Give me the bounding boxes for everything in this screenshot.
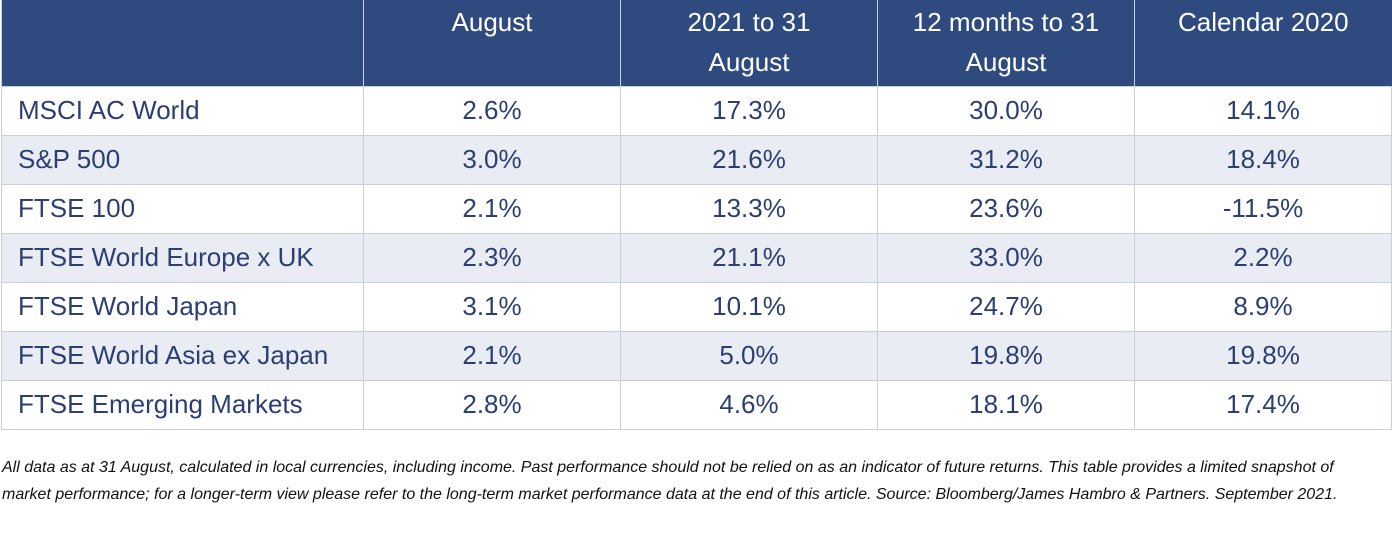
- table-row: FTSE World Asia ex Japan 2.1% 5.0% 19.8% 19.…: [1, 330, 1392, 381]
- table-cell: 19.8%: [1134, 330, 1392, 381]
- row-label: FTSE World Japan: [1, 281, 364, 332]
- table-cell: 2.1%: [363, 330, 621, 381]
- column-header: August: [363, 0, 621, 86]
- table-cell: 2.3%: [363, 232, 621, 283]
- row-label: S&P 500: [1, 134, 364, 185]
- table-row: FTSE Emerging Markets 2.8% 4.6% 18.1% 17.4%: [1, 379, 1392, 430]
- table-cell: 24.7%: [877, 281, 1135, 332]
- table-cell: 2.6%: [363, 85, 621, 136]
- table-cell: 21.1%: [620, 232, 878, 283]
- performance-table: August 2021 to 31 August 12 months to 31 A…: [1, 0, 1392, 430]
- table-cell: 2.8%: [363, 379, 621, 430]
- table-cell: 21.6%: [620, 134, 878, 185]
- table-cell: 2.1%: [363, 183, 621, 234]
- table-cell: 18.1%: [877, 379, 1135, 430]
- table-cell: 17.3%: [620, 85, 878, 136]
- table-body: MSCI AC World 2.6% 17.3% 30.0% 14.1% S&P 500 3…: [1, 85, 1392, 430]
- table-cell: 3.1%: [363, 281, 621, 332]
- table-cell: 33.0%: [877, 232, 1135, 283]
- table-cell: 2.2%: [1134, 232, 1392, 283]
- table-cell: -11.5%: [1134, 183, 1392, 234]
- table-cell: 13.3%: [620, 183, 878, 234]
- table-cell: 3.0%: [363, 134, 621, 185]
- row-label: FTSE 100: [1, 183, 364, 234]
- table-cell: 4.6%: [620, 379, 878, 430]
- footnote: All data as at 31 August, calculated in …: [2, 458, 1338, 503]
- table-cell: 10.1%: [620, 281, 878, 332]
- column-header: Calendar 2020: [1134, 0, 1392, 86]
- row-label: FTSE World Europe x UK: [1, 232, 364, 283]
- table-cell: 5.0%: [620, 330, 878, 381]
- column-header: 2021 to 31 August: [620, 0, 878, 86]
- row-label: FTSE World Asia ex Japan: [1, 330, 364, 381]
- table-row: FTSE World Japan 3.1% 10.1% 24.7% 8.9%: [1, 281, 1392, 332]
- table-cell: 18.4%: [1134, 134, 1392, 185]
- header-row: August 2021 to 31 August 12 months to 31 A…: [1, 0, 1392, 86]
- table-cell: 8.9%: [1134, 281, 1392, 332]
- table-row: MSCI AC World 2.6% 17.3% 30.0% 14.1%: [1, 85, 1392, 136]
- table-cell: 14.1%: [1134, 85, 1392, 136]
- row-label: MSCI AC World: [1, 85, 364, 136]
- table-cell: 17.4%: [1134, 379, 1392, 430]
- column-header: 12 months to 31 August: [877, 0, 1135, 86]
- table-cell: 31.2%: [877, 134, 1135, 185]
- table-cell: 30.0%: [877, 85, 1135, 136]
- table-row: FTSE 100 2.1% 13.3% 23.6% -11.5%: [1, 183, 1392, 234]
- table-cell: 19.8%: [877, 330, 1135, 381]
- table-cell: 23.6%: [877, 183, 1135, 234]
- row-label: FTSE Emerging Markets: [1, 379, 364, 430]
- table-row: S&P 500 3.0% 21.6% 31.2% 18.4%: [1, 134, 1392, 185]
- header-corner: [1, 0, 364, 86]
- table-row: FTSE World Europe x UK 2.3% 21.1% 33.0% 2.2%: [1, 232, 1392, 283]
